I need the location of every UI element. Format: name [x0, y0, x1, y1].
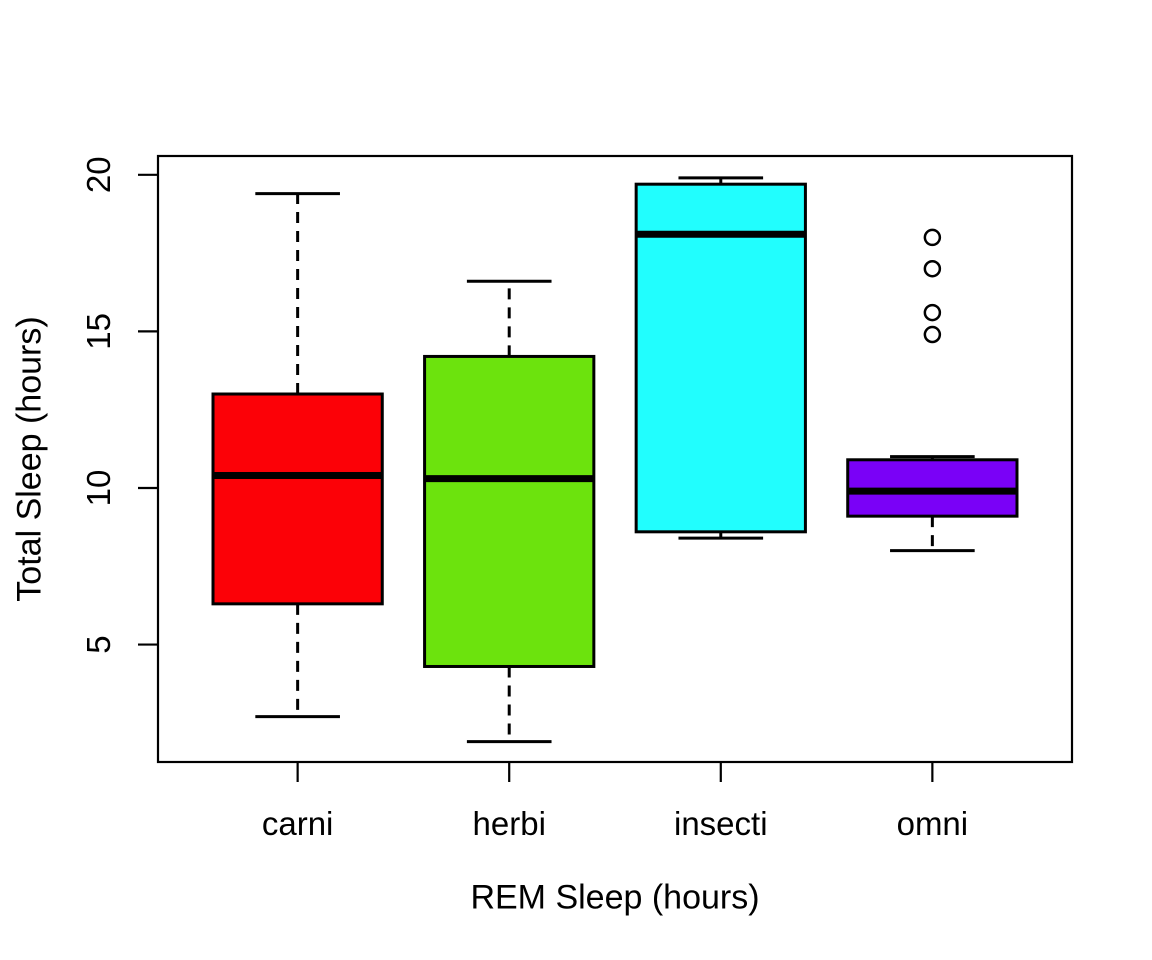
box-insecti: [634, 182, 807, 534]
y-axis-title: Total Sleep (hours): [10, 316, 49, 602]
x-tick-label-carni: carni: [262, 805, 334, 842]
y-tick-label: 15: [80, 313, 117, 350]
outlier-point-omni: [923, 259, 942, 278]
outlier-point-omni: [923, 228, 942, 247]
box-herbi: [423, 354, 596, 668]
x-tick-label-omni: omni: [897, 805, 969, 842]
x-axis-title: REM Sleep (hours): [470, 878, 760, 917]
plot-frame: [156, 154, 1074, 764]
x-tick-label-herbi: herbi: [473, 805, 546, 842]
x-tick-label-insecti: insecti: [674, 805, 768, 842]
y-tick-label: 20: [80, 156, 117, 193]
y-tick-label: 5: [80, 635, 117, 653]
y-tick-label: 10: [80, 470, 117, 507]
box-carni: [211, 392, 384, 606]
outlier-point-omni: [923, 303, 942, 322]
outlier-point-omni: [923, 325, 942, 344]
